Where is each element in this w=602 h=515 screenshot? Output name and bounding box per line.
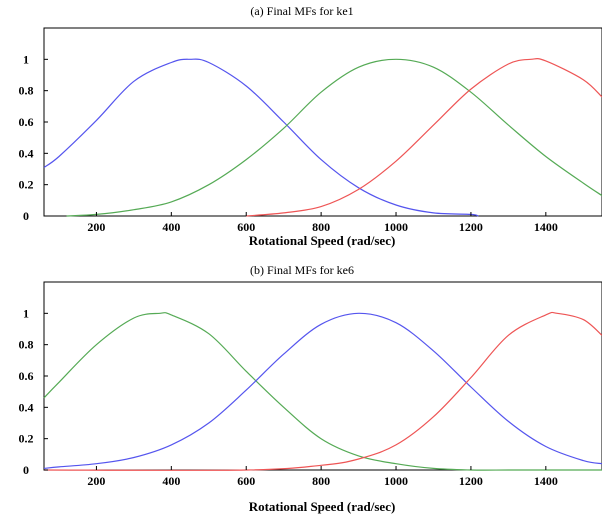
y-tick-label: 0.2	[19, 178, 34, 192]
x-tick-label: 1400	[534, 220, 558, 234]
y-tick-label: 0.2	[19, 432, 34, 446]
chart-title-b: (b) Final MFs for ke6	[250, 263, 354, 277]
y-tick-label: 0	[23, 209, 29, 223]
series-layer-a	[43, 58, 602, 217]
y-tick-label: 1	[23, 52, 29, 66]
x-axis-label-a: Rotational Speed (rad/sec)	[249, 233, 396, 248]
x-tick-label: 200	[87, 220, 105, 234]
x-ticks-b: 200 400 600 800 1000 1200 1400	[87, 466, 558, 488]
plot-frame-b	[43, 281, 602, 471]
x-tick-label: 600	[237, 474, 255, 488]
x-tick-label: 1000	[384, 220, 408, 234]
x-tick-label: 200	[87, 474, 105, 488]
y-ticks-a: 0 0.2 0.4 0.6 0.8 1	[19, 52, 48, 223]
x-tick-label: 1200	[459, 474, 483, 488]
plot-area-a: 200 400 600 800 1000 1200 1400 0 0.2 0.4 0.6 0.8 1	[19, 27, 602, 234]
y-tick-label: 0.8	[19, 84, 34, 98]
series-line-b-1	[43, 312, 602, 471]
x-tick-label: 800	[312, 220, 330, 234]
series-line-a-2	[66, 58, 602, 217]
x-tick-label: 1000	[384, 474, 408, 488]
y-tick-label: 0	[23, 463, 29, 477]
y-tick-label: 0.8	[19, 338, 34, 352]
plot-area-b: 200 400 600 800 1000 1200 1400 0 0.2 0.4 0.6 0.8 1	[19, 281, 602, 488]
chart-panel-b: (b) Final MFs for ke6 200 400 600 800 1000 12…	[19, 263, 602, 514]
chart-panel-a: (a) Final MFs for ke1 200 400 600 800 1000 12…	[19, 4, 602, 248]
y-tick-label: 0.6	[19, 369, 34, 383]
x-tick-label: 800	[312, 474, 330, 488]
x-ticks-a: 200 400 600 800 1000 1200 1400	[87, 212, 558, 234]
x-tick-label: 400	[162, 220, 180, 234]
x-tick-label: 1400	[534, 474, 558, 488]
series-line-b-2	[43, 312, 602, 469]
x-tick-label: 1200	[459, 220, 483, 234]
y-tick-label: 0.6	[19, 115, 34, 129]
series-line-a-3	[246, 58, 602, 217]
series-line-b-3	[43, 311, 602, 471]
y-ticks-b: 0 0.2 0.4 0.6 0.8 1	[19, 306, 48, 477]
plot-frame-a	[43, 27, 602, 217]
y-tick-label: 1	[23, 306, 29, 320]
y-tick-label: 0.4	[19, 400, 34, 414]
x-tick-label: 600	[237, 220, 255, 234]
series-line-a-1	[43, 58, 479, 217]
x-axis-label-b: Rotational Speed (rad/sec)	[249, 499, 396, 514]
series-layer-b	[43, 311, 602, 471]
y-tick-label: 0.4	[19, 146, 34, 160]
x-tick-label: 400	[162, 474, 180, 488]
chart-title-a: (a) Final MFs for ke1	[250, 4, 353, 18]
